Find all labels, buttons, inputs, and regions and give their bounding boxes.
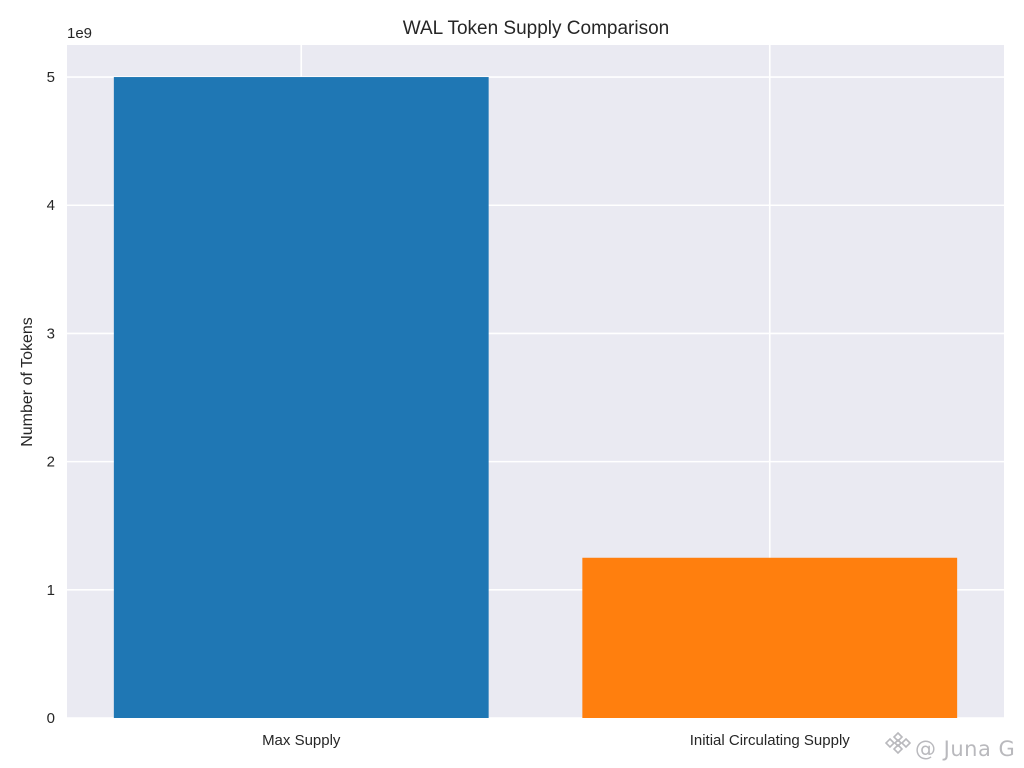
y-offset-text: 1e9	[67, 25, 92, 42]
y-tick-label: 0	[47, 710, 55, 727]
watermark: @ Juna G	[884, 730, 1016, 761]
chart-title: WAL Token Supply Comparison	[403, 18, 669, 39]
x-tick-labels: Max Supply Initial Circulating Supply	[262, 732, 850, 749]
y-tick-label: 1	[47, 582, 55, 599]
y-tick-label: 2	[47, 454, 55, 471]
y-axis-label: Number of Tokens	[19, 317, 36, 447]
x-tick-label: Max Supply	[262, 732, 341, 749]
y-tick-labels: 0 1 2 3 4 5	[47, 69, 55, 727]
y-tick-label: 5	[47, 69, 55, 86]
bars	[113, 77, 958, 719]
watermark-text: @ Juna G	[915, 737, 1016, 761]
y-tick-label: 3	[47, 325, 55, 342]
binance-logo-icon	[884, 730, 912, 761]
y-tick-label: 4	[47, 197, 55, 214]
bar	[582, 557, 958, 718]
x-tick-label: Initial Circulating Supply	[690, 732, 851, 749]
bar	[113, 77, 489, 719]
